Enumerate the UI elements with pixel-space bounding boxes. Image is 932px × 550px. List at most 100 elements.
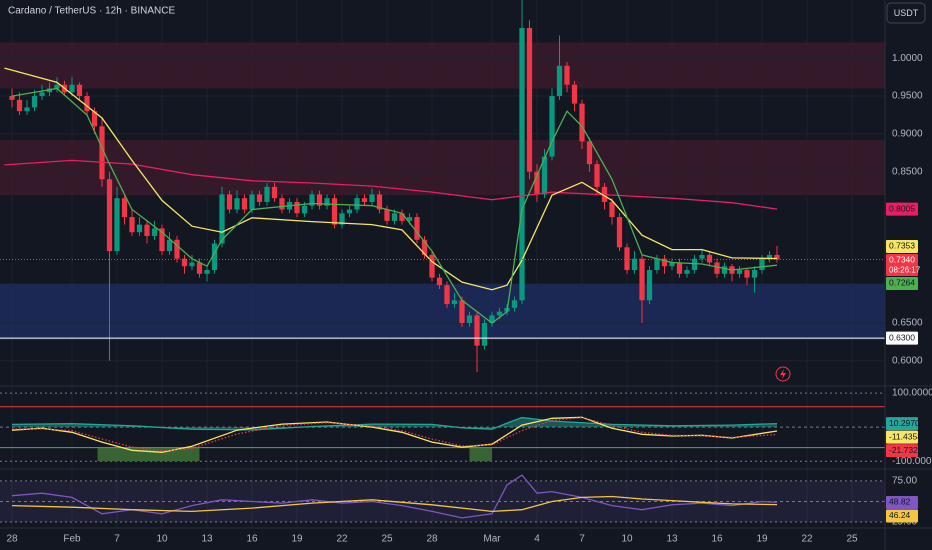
highlight	[97, 447, 200, 462]
candle-body	[84, 96, 90, 112]
candle-body	[121, 198, 128, 218]
candle-body	[429, 254, 435, 278]
candle-body	[519, 27, 525, 301]
candle-body	[346, 209, 353, 214]
candle-body	[339, 213, 345, 225]
candle-body	[691, 258, 698, 271]
candle-body	[751, 270, 758, 278]
y-tick-label: -100.0000	[892, 456, 932, 467]
candle-body	[631, 258, 638, 271]
candle-body	[624, 247, 630, 271]
currency-label[interactable]: USDT	[894, 8, 919, 18]
candle-body	[639, 258, 645, 301]
value-label: 46.24	[889, 510, 911, 520]
series-line	[4, 67, 778, 291]
candle-body	[324, 198, 330, 206]
candle-body	[706, 254, 713, 263]
candle-body	[144, 224, 150, 236]
candle-body	[309, 194, 315, 206]
alert-icon[interactable]	[775, 366, 791, 382]
value-label-box	[886, 430, 918, 444]
x-tick-label: 7	[579, 534, 585, 545]
candle-body	[256, 194, 263, 202]
candle-body	[534, 171, 540, 195]
candle-body	[609, 201, 615, 218]
candle-body	[39, 92, 45, 97]
y-tick-label: 0.6000	[892, 355, 923, 366]
x-tick-label: 7	[114, 534, 120, 545]
candle-body	[271, 186, 278, 199]
candle-body	[661, 258, 668, 267]
y-tick-label: 0.9000	[892, 129, 923, 140]
candle-body	[196, 262, 203, 274]
price-label: 0.8005	[889, 203, 915, 213]
price-label: 0.7353	[889, 241, 915, 251]
candle-body	[564, 65, 570, 85]
price-label-countdown: 08:26:17	[889, 266, 921, 275]
candle-body	[69, 84, 75, 93]
candle-body	[301, 205, 308, 214]
candle-body	[549, 96, 555, 157]
candle-body	[384, 209, 390, 221]
candle-body	[91, 111, 98, 127]
candle-body	[129, 217, 135, 233]
x-tick-label: 19	[291, 534, 303, 545]
price-label: 0.7264	[889, 278, 915, 288]
x-tick-label: 28	[6, 534, 18, 545]
candle-body	[226, 194, 233, 210]
x-tick-label: 4	[534, 534, 540, 545]
candle-body	[264, 186, 270, 202]
candle-body	[526, 27, 533, 172]
candle-body	[766, 254, 773, 259]
value-label: -11.4358	[889, 431, 922, 441]
candle-body	[219, 194, 225, 244]
candle-body	[774, 254, 780, 260]
candle-body	[646, 270, 653, 301]
candle-body	[466, 315, 473, 323]
series-line	[11, 495, 778, 513]
price-label-box	[886, 253, 918, 276]
candle-body	[459, 300, 465, 323]
candle-body	[151, 228, 158, 236]
candle-body	[234, 198, 240, 210]
candle-body	[166, 239, 173, 252]
series-line	[11, 416, 778, 453]
candle-body	[99, 126, 105, 180]
candle-body	[414, 217, 420, 240]
candle-body	[571, 84, 578, 104]
series-line	[11, 474, 778, 519]
candle-body	[684, 270, 690, 274]
candle-body	[721, 266, 728, 274]
candle-body	[586, 141, 593, 165]
candle-body	[354, 198, 360, 210]
candle-body	[436, 277, 443, 286]
candle-body	[106, 179, 113, 252]
candle-body	[316, 194, 323, 206]
candle-body	[714, 262, 720, 274]
series-area	[12, 417, 777, 430]
candle-body	[594, 164, 600, 187]
candle-body	[699, 254, 705, 259]
x-tick-label: Mar	[483, 534, 501, 545]
currency-button[interactable]	[886, 2, 926, 24]
candle-body	[24, 107, 30, 112]
x-tick-label: 16	[711, 534, 723, 545]
candle-body	[204, 270, 210, 274]
price-label-box	[886, 202, 918, 216]
candle-body	[744, 270, 750, 278]
candle-body	[376, 194, 383, 210]
alert-icon-bolt[interactable]	[780, 369, 786, 379]
x-tick-label: 13	[201, 534, 213, 545]
candle-body	[541, 156, 548, 195]
candle-body	[361, 198, 368, 202]
candle-body	[421, 239, 428, 255]
candle-body	[136, 224, 143, 233]
candle-body	[174, 239, 180, 259]
candle-body	[159, 228, 165, 252]
x-tick-label: 13	[666, 534, 678, 545]
value-label: 48.82	[889, 497, 911, 507]
series-line	[4, 159, 778, 210]
price-label: 0.6300	[889, 332, 915, 342]
price-label: 0.7340	[889, 255, 915, 265]
y-tick-label: 0.9500	[892, 91, 923, 102]
